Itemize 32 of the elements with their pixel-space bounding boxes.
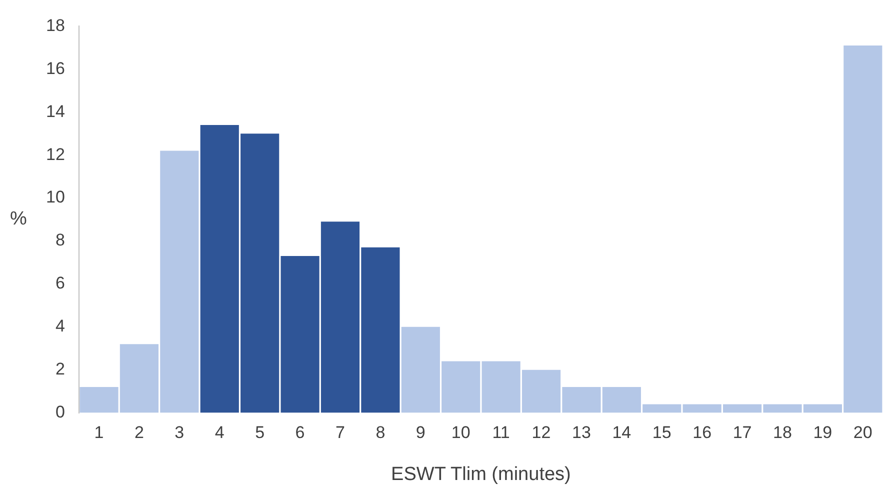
x-tick-label: 15 [652, 422, 672, 443]
x-tick-label: 20 [853, 422, 872, 443]
x-tick-label: 3 [174, 422, 184, 443]
y-tick-label: 4 [55, 316, 65, 336]
x-tick-label: 1 [94, 422, 104, 443]
x-tick-label: 2 [134, 422, 144, 443]
x-tick-label: 8 [376, 422, 386, 443]
x-tick-label: 19 [813, 422, 832, 443]
x-tick-label: 9 [416, 422, 426, 443]
y-tick-label: 18 [46, 16, 65, 35]
y-tick-label: 10 [46, 188, 65, 207]
x-axis-title: ESWT Tlim (minutes) [391, 464, 571, 485]
x-tick-label: 13 [572, 422, 591, 443]
x-tick-label: 12 [532, 422, 551, 443]
x-tick-label: 10 [451, 422, 470, 443]
x-tick-label: 11 [492, 422, 510, 443]
y-tick-label: 12 [46, 144, 65, 164]
x-tick-label: 6 [295, 422, 305, 443]
x-tick-label: 4 [214, 422, 224, 443]
x-tick-label: 7 [336, 422, 345, 443]
x-tick-label: 5 [255, 422, 265, 443]
y-tick-label: 16 [46, 58, 65, 78]
y-tick-label: 0 [55, 402, 65, 422]
y-tick-label: 2 [55, 360, 65, 379]
y-tick-label: 6 [55, 274, 65, 293]
x-tick-label: 16 [692, 422, 712, 443]
x-tick-label: 14 [612, 422, 632, 443]
y-tick-label: 8 [55, 230, 65, 250]
x-tick-label: 18 [773, 422, 792, 443]
x-tick-label: 17 [732, 422, 752, 443]
y-axis-title: % [10, 208, 27, 230]
y-tick-label: 14 [46, 102, 65, 121]
